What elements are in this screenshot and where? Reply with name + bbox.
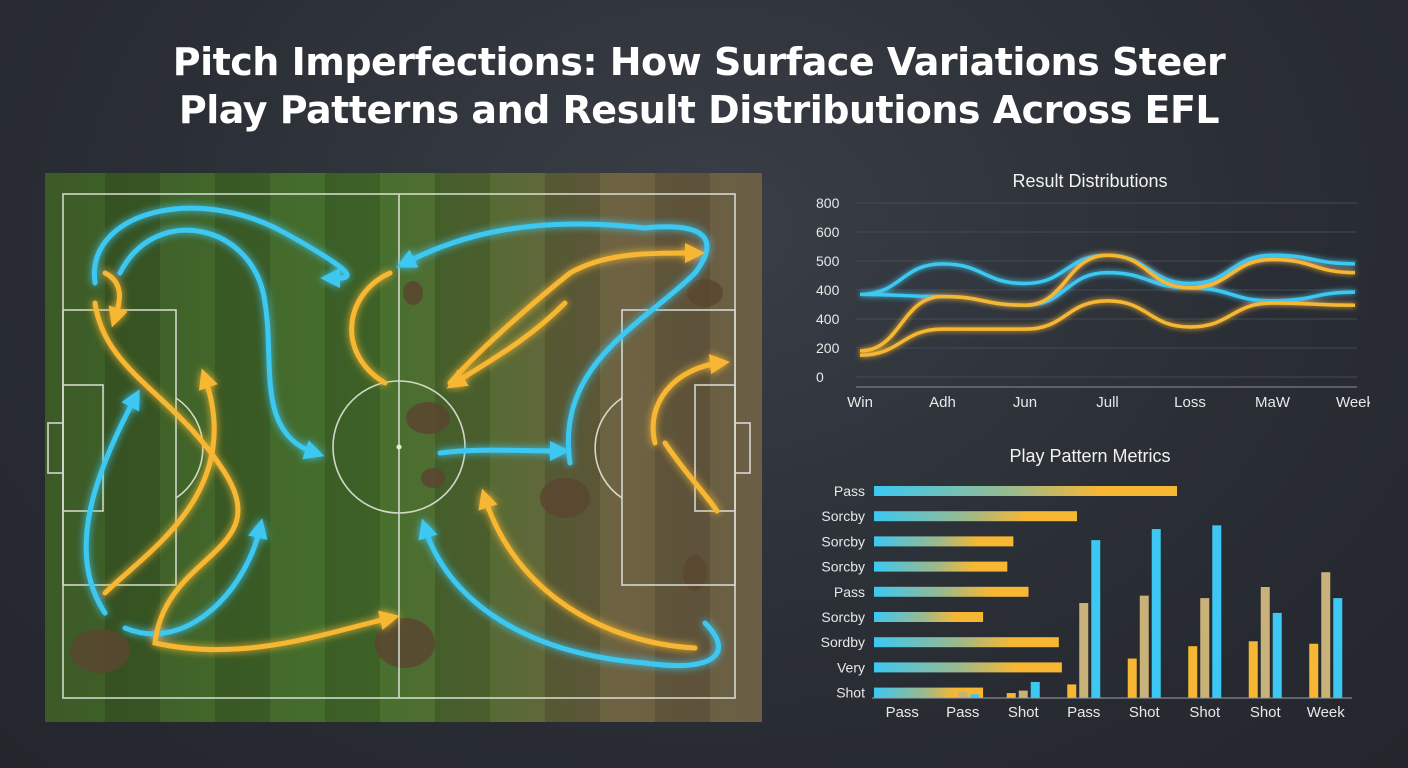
x-tick-label: Pass	[1067, 704, 1100, 721]
flow-arrow-yellow	[446, 300, 568, 389]
page-title: Pitch Imperfections: How Surface Variati…	[0, 38, 1398, 134]
x-tick-label: Pass	[886, 704, 919, 721]
vertical-bar	[1260, 587, 1270, 698]
x-tick-label: MaW	[1255, 394, 1291, 411]
vertical-bar	[946, 695, 956, 698]
category-label: Sorcby	[821, 559, 865, 575]
flow-arrow-yellow	[650, 354, 730, 446]
flow-arrow-yellow	[102, 368, 218, 596]
chart-title: Result Distributions	[1012, 171, 1167, 191]
title-line-2: Play Patterns and Result Distributions A…	[178, 88, 1220, 132]
flow-arrow-blue	[396, 221, 710, 466]
vertical-bar	[1067, 684, 1077, 698]
flow-arrow-yellow	[447, 243, 705, 386]
x-tick-label: Shot	[1129, 704, 1161, 721]
vertical-bar	[1212, 525, 1222, 698]
y-tick-label: 0	[816, 369, 824, 385]
pitch-illustration	[45, 173, 762, 722]
category-label: Pass	[834, 483, 865, 499]
title-line-1: Pitch Imperfections: How Surface Variati…	[172, 40, 1226, 84]
y-tick-label: 600	[816, 224, 840, 240]
flow-arrow-yellow	[478, 488, 698, 651]
result-distributions-chart: Result Distributions 800 600 500 400 400 200 0…	[810, 165, 1375, 420]
vertical-bar	[1151, 529, 1161, 698]
category-label: Sorcby	[821, 533, 865, 549]
horizontal-bar	[874, 536, 1014, 547]
category-label: Shot	[836, 685, 865, 701]
flow-arrow-blue	[418, 518, 721, 669]
x-tick-label: Loss	[1174, 394, 1206, 411]
chart-title: Play Pattern Metrics	[1009, 446, 1170, 466]
pitch-svg	[45, 173, 762, 722]
vertical-bar	[1139, 595, 1149, 698]
flow-arrow-yellow	[662, 440, 720, 514]
flow-arrow-yellow	[349, 270, 393, 386]
play-pattern-metrics-chart: Play Pattern Metrics Pass Sorcby Sorcby Sor…	[810, 440, 1370, 730]
vertical-bar	[1248, 641, 1258, 698]
category-label: Pass	[834, 584, 865, 600]
x-tick-label: Jun	[1013, 394, 1037, 411]
vertical-bar	[1079, 603, 1089, 698]
vertical-bar	[1127, 658, 1137, 698]
y-tick-label: 400	[816, 311, 840, 327]
vertical-bar	[1272, 612, 1282, 698]
y-tick-label: 200	[816, 340, 840, 356]
bar-chart-svg: Play Pattern Metrics Pass Sorcby Sorcby Sor…	[821, 446, 1352, 721]
flow-arrow-blue	[117, 227, 325, 460]
vertical-bar	[1333, 598, 1343, 698]
x-tick-label: Adh	[929, 394, 956, 411]
horizontal-bar	[874, 612, 984, 622]
flow-arrow-yellow	[92, 300, 400, 653]
horizontal-bar	[874, 687, 984, 698]
horizontal-bar	[874, 637, 1059, 648]
y-tick-label: 500	[816, 253, 840, 269]
category-label: Very	[837, 659, 865, 675]
flow-arrow-blue	[91, 205, 350, 289]
vertical-bar	[1309, 643, 1319, 698]
vertical-bar	[1030, 681, 1040, 698]
x-tick-label: Pass	[946, 704, 979, 721]
category-label: Sorcby	[821, 508, 865, 524]
vertical-bar	[1200, 598, 1210, 698]
x-tick-label: Shot	[1189, 704, 1221, 721]
x-tick-label: Week	[1307, 704, 1346, 721]
vertical-bar	[970, 694, 980, 698]
vertical-bar	[1018, 690, 1028, 698]
horizontal-bar	[874, 561, 1008, 572]
x-tick-label: Week	[1336, 394, 1370, 411]
vertical-bar	[1188, 646, 1198, 698]
category-label: Sordby	[821, 634, 865, 650]
line-chart-svg: Result Distributions 800 600 500 400 400 200 0…	[816, 171, 1375, 411]
vertical-bar	[1006, 693, 1016, 698]
horizontal-bar	[874, 511, 1078, 522]
line-series	[859, 299, 1356, 357]
line-series	[859, 253, 1356, 353]
vertical-bar	[958, 691, 968, 698]
y-tick-label: 400	[816, 282, 840, 298]
vertical-bar	[1321, 572, 1331, 698]
horizontal-bar	[874, 586, 1029, 597]
flow-arrow-yellow	[102, 270, 128, 328]
vertical-bar	[1091, 540, 1101, 698]
horizontal-bar	[874, 486, 1177, 496]
flow-arrow-blue	[83, 389, 140, 616]
flow-arrow-blue	[437, 440, 570, 461]
category-label: Sorcby	[821, 609, 865, 625]
x-tick-label: Shot	[1008, 704, 1040, 721]
x-tick-label: Shot	[1250, 704, 1282, 721]
x-tick-label: Win	[847, 394, 873, 411]
horizontal-bar	[874, 662, 1062, 673]
x-tick-label: Jull	[1096, 394, 1119, 411]
flow-arrow-blue	[122, 518, 268, 637]
y-tick-label: 800	[816, 195, 840, 211]
